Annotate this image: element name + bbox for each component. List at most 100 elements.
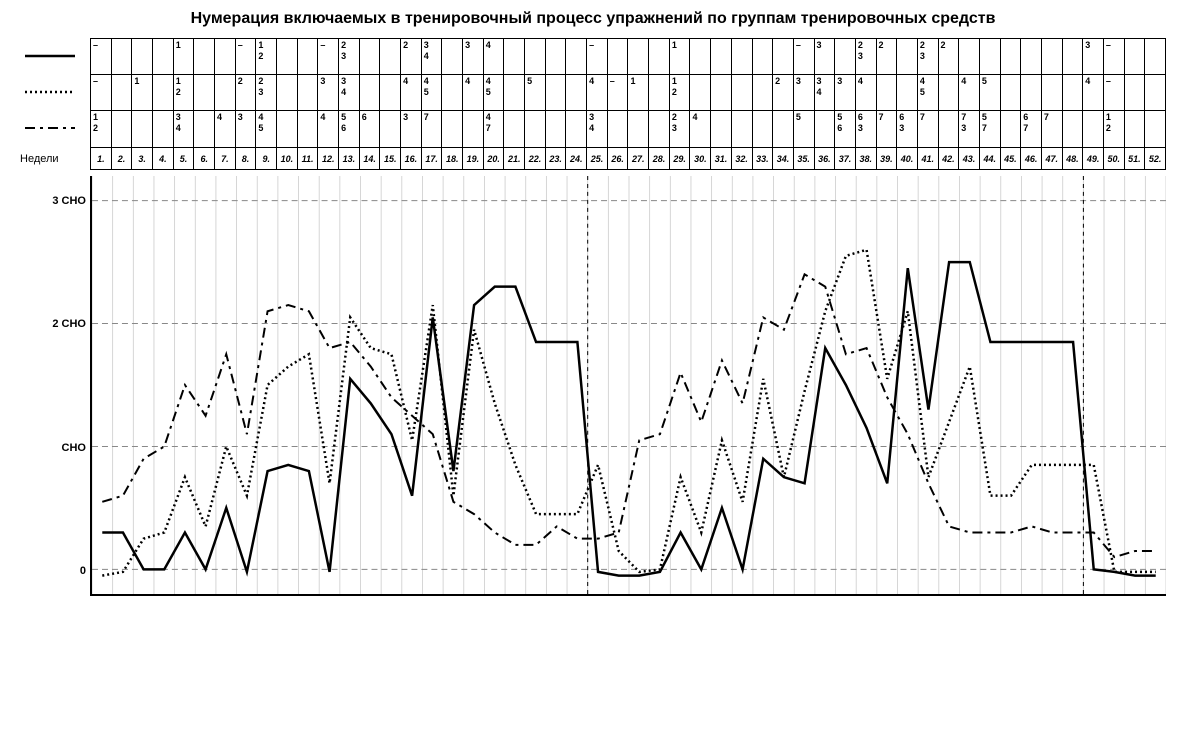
table-cell <box>463 111 484 147</box>
table-cell <box>690 75 711 110</box>
table-cell <box>194 111 215 147</box>
table-cell: 4 <box>215 111 236 147</box>
table-cell: 3 <box>463 39 484 74</box>
table-cell <box>566 111 587 147</box>
table-cell <box>1042 75 1063 110</box>
table-cell <box>215 75 236 110</box>
table-cell: 4 <box>401 75 422 110</box>
week-number: 6. <box>194 148 215 169</box>
week-number: 30. <box>690 148 711 169</box>
table-cell <box>112 111 133 147</box>
table-cell <box>194 39 215 74</box>
week-number: 22. <box>525 148 546 169</box>
table-cell <box>546 39 567 74</box>
y-axis-label: 2 СНО <box>52 318 86 330</box>
table-cell: – <box>91 39 112 74</box>
table-cell: 12 <box>1104 111 1125 147</box>
table-cell <box>1063 75 1084 110</box>
table-cell: 5 <box>525 75 546 110</box>
week-number: 51. <box>1125 148 1146 169</box>
table-cell <box>215 39 236 74</box>
week-number: 39. <box>877 148 898 169</box>
table-cell <box>608 39 629 74</box>
table-cell: 5 <box>980 75 1001 110</box>
table-cell: 45 <box>484 75 505 110</box>
table-cell: 57 <box>980 111 1001 147</box>
week-number: 46. <box>1021 148 1042 169</box>
training-load-chart: 3 СНО2 СНОСНО0 <box>20 176 1166 596</box>
table-cell: 45 <box>256 111 277 147</box>
table-cell: 3 <box>236 111 257 147</box>
table-cell: 7 <box>422 111 443 147</box>
table-cell: 45 <box>918 75 939 110</box>
table-cell <box>153 75 174 110</box>
table-cell <box>546 111 567 147</box>
table-cell <box>277 39 298 74</box>
table-cell: 12 <box>91 111 112 147</box>
table-cell <box>442 75 463 110</box>
table-cell <box>628 111 649 147</box>
table-cell <box>1125 39 1146 74</box>
table-cell <box>504 111 525 147</box>
week-number: 34. <box>773 148 794 169</box>
table-cell: 3 <box>401 111 422 147</box>
table-cell: 7 <box>1042 111 1063 147</box>
table-cell <box>628 39 649 74</box>
table-cell: – <box>1104 75 1125 110</box>
table-cell <box>153 111 174 147</box>
week-number: 8. <box>236 148 257 169</box>
table-cell <box>298 39 319 74</box>
table-cell <box>649 111 670 147</box>
table-cell: 2 <box>773 75 794 110</box>
table-cell: 63 <box>897 111 918 147</box>
week-number: 48. <box>1063 148 1084 169</box>
table-cell: 23 <box>256 75 277 110</box>
week-number: 27. <box>628 148 649 169</box>
table-cell: 3 <box>318 75 339 110</box>
legend-swatch-dotted <box>20 74 80 110</box>
table-cell: 34 <box>815 75 836 110</box>
table-cell: – <box>587 39 608 74</box>
week-number: 32. <box>732 148 753 169</box>
table-cell: 2 <box>877 39 898 74</box>
table-row: –11222333444544554–11223343445454– <box>91 75 1165 111</box>
week-number: 33. <box>753 148 774 169</box>
week-number: 19. <box>463 148 484 169</box>
y-axis-label: СНО <box>62 442 86 454</box>
week-number: 40. <box>897 148 918 169</box>
table-cell <box>753 111 774 147</box>
table-cell: 47 <box>484 111 505 147</box>
table-cell: 2 <box>236 75 257 110</box>
week-number: 47. <box>1042 148 1063 169</box>
table-cell: 3 <box>815 39 836 74</box>
table-cell <box>380 39 401 74</box>
week-number: 28. <box>649 148 670 169</box>
table-cell: 4 <box>587 75 608 110</box>
table-cell <box>690 39 711 74</box>
table-cell: 73 <box>959 111 980 147</box>
table-cell <box>442 39 463 74</box>
table-cell: 1 <box>628 75 649 110</box>
table-cell <box>939 75 960 110</box>
table-row: 123443454566374734234556637637735767712 <box>91 111 1165 147</box>
week-number: 31. <box>711 148 732 169</box>
week-number: 5. <box>174 148 195 169</box>
table-cell <box>773 39 794 74</box>
table-cell: 12 <box>174 75 195 110</box>
table-cell <box>835 39 856 74</box>
week-number: 44. <box>980 148 1001 169</box>
table-cell: 23 <box>918 39 939 74</box>
table-cell: 63 <box>856 111 877 147</box>
table-cell <box>897 39 918 74</box>
week-number: 41. <box>918 148 939 169</box>
table-cell <box>566 75 587 110</box>
week-number: 20. <box>484 148 505 169</box>
table-cell <box>1145 75 1165 110</box>
week-number: 1. <box>91 148 112 169</box>
table-cell <box>112 39 133 74</box>
table-cell <box>277 75 298 110</box>
table-cell: – <box>794 39 815 74</box>
table-cell: 4 <box>318 111 339 147</box>
table-cell: 5 <box>794 111 815 147</box>
table-cell <box>1145 111 1165 147</box>
